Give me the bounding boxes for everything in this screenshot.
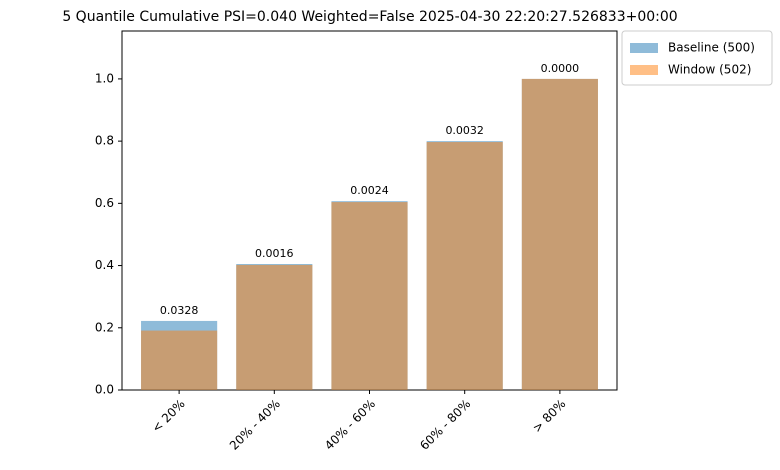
value-label: 0.0032 (445, 124, 484, 137)
y-tick-label: 1.0 (95, 71, 114, 85)
x-tick-label: < 20% (149, 397, 188, 436)
x-tick-label: 40% - 60% (322, 397, 378, 453)
x-tick-label: 60% - 80% (417, 397, 473, 453)
y-tick-label: 0.8 (95, 134, 114, 148)
chart-title: 5 Quantile Cumulative PSI=0.040 Weighted… (62, 9, 677, 25)
x-tick-label: 20% - 40% (227, 397, 283, 453)
y-tick-label: 0.6 (95, 196, 114, 210)
legend-swatch (630, 65, 658, 75)
legend-box (621, 30, 773, 86)
bar (426, 142, 503, 390)
legend-label: Baseline (500) (668, 41, 755, 55)
legend-swatch (630, 43, 658, 53)
y-tick-label: 0.4 (95, 258, 114, 272)
bar (236, 264, 313, 390)
bar (521, 78, 598, 390)
value-label: 0.0328 (160, 304, 199, 317)
y-tick-label: 0.0 (95, 383, 114, 397)
bar (141, 330, 218, 390)
bar (331, 202, 408, 390)
y-tick-label: 0.2 (95, 320, 114, 334)
legend-label: Window (502) (668, 63, 751, 77)
x-tick-label: > 80% (530, 397, 569, 436)
value-label: 0.0016 (255, 247, 294, 260)
value-label: 0.0024 (350, 184, 389, 197)
value-label: 0.0000 (541, 62, 580, 75)
